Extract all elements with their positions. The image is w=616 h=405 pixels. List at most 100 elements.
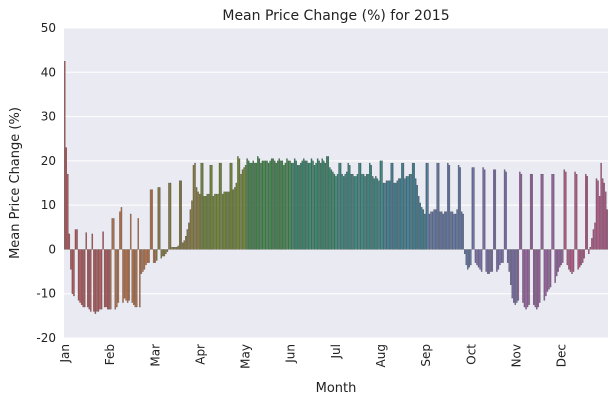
bar: [278, 158, 280, 250]
bar: [444, 211, 446, 250]
bar: [300, 162, 302, 250]
bar: [117, 249, 120, 303]
bar: [548, 249, 550, 290]
bar: [526, 249, 529, 308]
bar: [483, 169, 486, 250]
bar: [119, 211, 121, 250]
bar: [333, 173, 336, 250]
bar: [513, 249, 515, 303]
bar: [129, 213, 132, 250]
bar: [100, 249, 103, 310]
bar: [589, 247, 592, 250]
bar: [338, 162, 340, 250]
bar: [523, 249, 526, 308]
bar: [387, 180, 389, 250]
bar: [209, 165, 212, 250]
bar: [517, 249, 520, 301]
bar: [514, 249, 516, 305]
bar: [431, 211, 434, 250]
bar: [413, 162, 415, 250]
bar: [603, 182, 605, 250]
bar: [96, 249, 98, 312]
bar: [244, 165, 247, 250]
bar: [425, 162, 428, 250]
bar: [424, 213, 426, 250]
bar: [496, 249, 498, 272]
bar: [295, 160, 297, 250]
bar: [585, 173, 587, 250]
bar: [577, 249, 579, 270]
bar: [292, 162, 294, 250]
bar: [485, 249, 487, 272]
bar: [238, 158, 241, 250]
bar: [525, 249, 527, 310]
y-tick-label: 40: [41, 65, 56, 79]
bar: [540, 173, 543, 250]
bar: [149, 189, 152, 250]
bar: [113, 218, 115, 250]
bar: [330, 169, 333, 250]
bar: [82, 249, 84, 308]
bar: [562, 249, 564, 263]
bar: [571, 249, 573, 274]
bar: [162, 249, 164, 257]
bar: [303, 158, 305, 250]
bar: [418, 196, 420, 250]
bar: [293, 158, 296, 250]
bar: [73, 249, 75, 297]
bar: [451, 211, 454, 250]
bar: [372, 176, 374, 250]
bar: [240, 173, 242, 250]
bar: [68, 233, 71, 250]
bar: [578, 249, 581, 268]
bar: [597, 180, 599, 250]
bar: [574, 171, 576, 250]
bar: [369, 162, 371, 250]
bar: [175, 247, 178, 250]
bar: [468, 249, 470, 268]
bar: [434, 209, 437, 250]
bar: [87, 249, 89, 308]
bar: [106, 249, 109, 310]
bar: [224, 191, 227, 250]
bar: [263, 160, 265, 250]
bar: [339, 162, 342, 250]
bar: [520, 173, 523, 250]
bar: [416, 185, 418, 250]
bar: [595, 178, 598, 250]
bar: [477, 249, 480, 268]
bar: [126, 249, 129, 303]
bar: [575, 173, 578, 250]
bar: [280, 160, 282, 250]
bar: [133, 249, 135, 305]
bar: [284, 162, 287, 250]
bar: [108, 249, 110, 310]
bar: [270, 158, 273, 250]
bar: [566, 249, 569, 266]
bar: [487, 249, 489, 274]
bar: [84, 249, 86, 308]
bar: [447, 162, 449, 250]
bar: [344, 173, 346, 250]
bar: [120, 207, 123, 250]
bar: [329, 167, 331, 250]
bar: [336, 173, 339, 250]
bar: [522, 249, 524, 303]
bar: [453, 213, 455, 250]
bar: [93, 249, 95, 312]
bar: [226, 191, 228, 250]
bar: [482, 167, 484, 250]
bar: [257, 156, 259, 250]
bar: [410, 173, 412, 250]
bar: [80, 249, 83, 305]
bar: [296, 165, 299, 250]
bars: [64, 61, 608, 314]
bar: [506, 249, 509, 263]
bar: [231, 162, 233, 250]
bar: [332, 171, 334, 250]
bar: [437, 162, 440, 250]
bar: [529, 173, 532, 250]
bar: [388, 180, 391, 250]
bar: [445, 211, 448, 250]
y-tick-label: 50: [41, 21, 56, 35]
